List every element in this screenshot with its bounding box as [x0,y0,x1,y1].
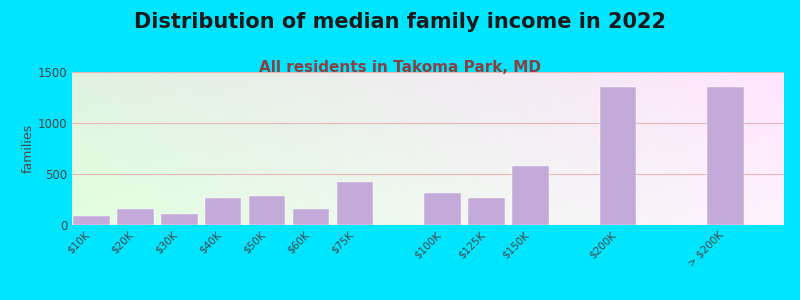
Bar [249,196,286,225]
Text: Distribution of median family income in 2022: Distribution of median family income in … [134,12,666,32]
Bar [424,194,461,225]
Text: All residents in Takoma Park, MD: All residents in Takoma Park, MD [259,60,541,75]
Bar [707,87,744,225]
Bar [337,182,373,225]
Bar [468,198,505,225]
Y-axis label: families: families [22,124,34,173]
Bar [205,198,242,225]
Bar [293,209,330,225]
Bar [512,166,549,225]
Bar [74,216,110,225]
Bar [117,209,154,225]
Bar [600,87,637,225]
Bar [161,214,198,225]
